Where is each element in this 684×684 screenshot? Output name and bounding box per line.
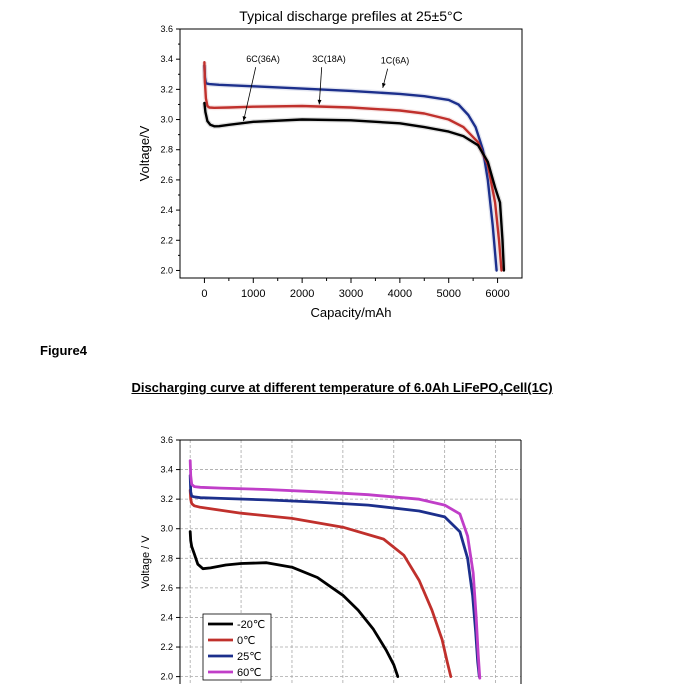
- y-tick-label: 3.6: [160, 435, 173, 445]
- y-tick-label: 2.6: [160, 175, 173, 185]
- y-tick-label: 2.4: [160, 612, 173, 622]
- series-line-25: [188, 474, 481, 678]
- x-tick-label: 1000: [241, 288, 265, 300]
- annotation-arrow-head: [242, 116, 247, 122]
- x-tick-label: 4000: [388, 288, 412, 300]
- y-tick-label: 2.0: [160, 672, 173, 682]
- series-line-0: [188, 488, 453, 678]
- x-tick-label: 0: [201, 288, 207, 300]
- y-tick-label: 2.6: [160, 583, 173, 593]
- y-tick-label: 3.2: [160, 494, 173, 504]
- annotation-1c-6a: 1C(6A): [381, 56, 410, 66]
- y-tick-label: 3.4: [160, 54, 173, 64]
- legend-label-60: 60℃: [237, 667, 262, 679]
- x-tick-label: 5000: [436, 288, 460, 300]
- y-tick-label: 3.2: [160, 84, 173, 94]
- y-tick-label: 3.4: [160, 465, 173, 475]
- legend-label-25: 25℃: [237, 651, 262, 663]
- section-title-suffix: Cell(1C): [503, 380, 553, 395]
- y-axis-label: Voltage / V: [140, 535, 152, 589]
- y-tick-label: 3.0: [160, 524, 173, 534]
- x-tick-label: 6000: [485, 288, 509, 300]
- section-title-subscript: 4: [498, 387, 504, 398]
- y-tick-label: 3.6: [160, 24, 173, 34]
- chart-title: Typical discharge prefiles at 25±5°C: [239, 8, 462, 24]
- series-line-60: [188, 459, 482, 680]
- series-line-6c-36a: [203, 101, 506, 272]
- y-tick-label: 2.0: [160, 265, 173, 275]
- y-tick-label: 2.2: [160, 235, 173, 245]
- annotation-arrow-head: [317, 99, 322, 105]
- series-line-20: [188, 530, 400, 678]
- annotation-arrow-line: [318, 67, 323, 105]
- section-title-prefix: Discharging curve at different temperatu…: [131, 380, 499, 395]
- x-axis-label: Capacity/mAh: [311, 305, 392, 320]
- y-tick-label: 3.0: [160, 115, 173, 125]
- annotation-arrow-head: [382, 82, 386, 88]
- annotation-3c-18a: 3C(18A): [312, 54, 346, 64]
- section-title: Discharging curve at different temperatu…: [0, 380, 684, 398]
- x-tick-label: 2000: [290, 288, 314, 300]
- y-tick-label: 2.8: [160, 145, 173, 155]
- legend-label-20: -20℃: [237, 619, 265, 631]
- y-tick-label: 2.2: [160, 642, 173, 652]
- y-tick-label: 2.4: [160, 205, 173, 215]
- x-tick-label: 3000: [339, 288, 363, 300]
- legend-label-0: 0℃: [237, 635, 255, 647]
- discharge-rate-chart: Typical discharge prefiles at 25±5°C 2.0 2…: [137, 8, 523, 320]
- y-axis-label: Voltage/V: [137, 125, 152, 181]
- annotation-arrow-line: [243, 67, 257, 122]
- annotation-6c-36a: 6C(36A): [246, 54, 280, 64]
- y-tick-label: 2.8: [160, 553, 173, 563]
- figure-label: Figure4: [40, 343, 87, 358]
